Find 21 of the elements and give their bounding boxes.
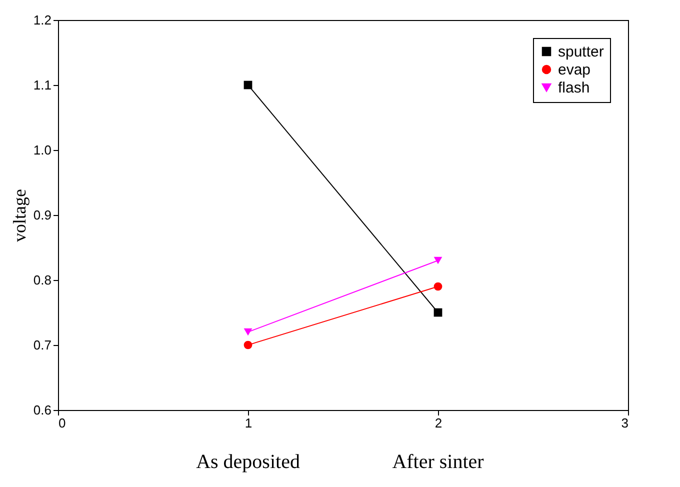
x-tick-label: 3 [621,416,628,430]
y-tick-label: 1.2 [33,12,52,28]
point [244,80,252,90]
point [434,282,442,291]
y-tick-label: 0.6 [33,402,52,418]
legend-label: evap [558,62,591,78]
y-tick-label: 1.0 [33,142,52,158]
text: As deposited [196,451,300,473]
x-tick-label: 0 [58,416,66,430]
x-tick-label: 2 [434,416,442,430]
x-tick-label: 1 [244,416,252,430]
y-tick-label: 0.7 [33,338,52,352]
legend-label: flash [558,80,590,96]
text: After sinter [392,451,484,473]
y-tick-label: 0.8 [33,272,52,288]
legend-label: sputter [558,44,604,60]
y-tick-label: 1.1 [33,78,52,92]
y-axis-title: voltage [9,189,30,242]
point [434,308,442,317]
point [244,340,252,350]
y-tick-label: 0.9 [33,208,52,222]
